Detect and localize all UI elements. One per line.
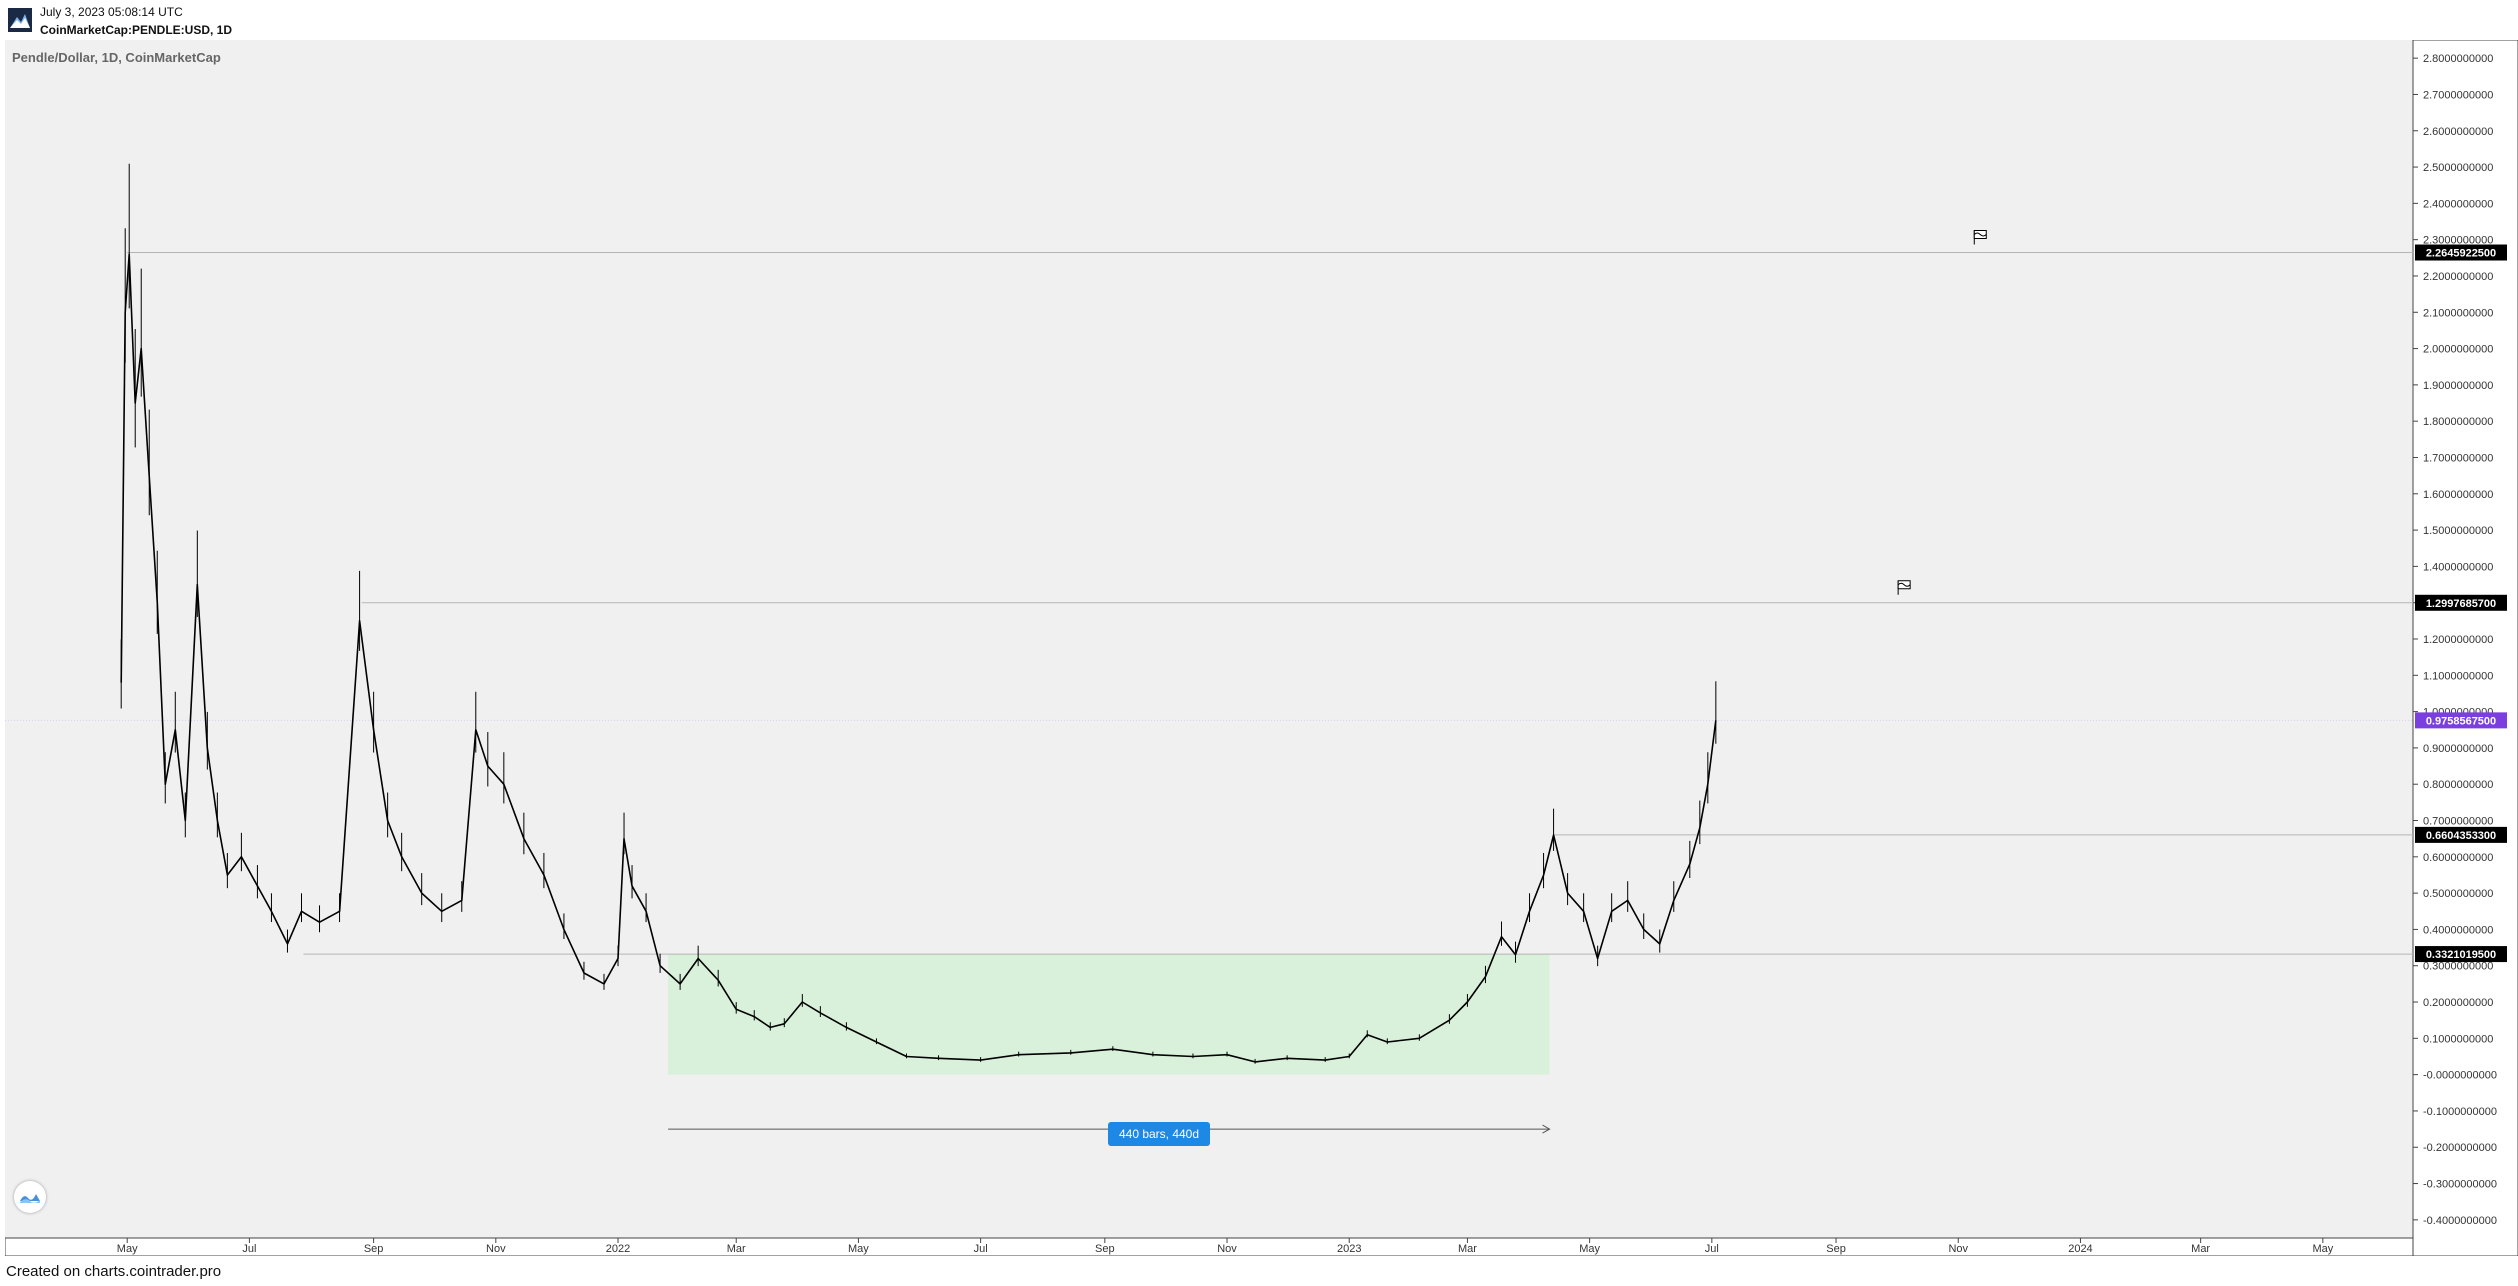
y-tick-label: -0.0000000000 — [2423, 1070, 2497, 1082]
measure-arrow-head — [1542, 1124, 1551, 1134]
y-tick-label: 0.7000000000 — [2423, 816, 2493, 828]
x-tick-label: 2022 — [606, 1243, 630, 1255]
snapshot-date: July 3, 2023 05:08:14 UTC — [40, 5, 183, 19]
x-tick-label: Sep — [1826, 1243, 1846, 1255]
y-tick-label: 2.1000000000 — [2423, 307, 2493, 319]
x-tick-label: Jul — [974, 1243, 988, 1255]
level-price-label: 0.6604353300 — [2426, 830, 2496, 842]
y-tick-label: 2.8000000000 — [2423, 53, 2493, 65]
y-tick-label: 1.5000000000 — [2423, 525, 2493, 537]
x-tick-label: Sep — [1095, 1243, 1115, 1255]
x-tick-label: May — [848, 1243, 869, 1255]
x-tick-label: Mar — [1458, 1243, 1477, 1255]
y-tick-label: 2.3000000000 — [2423, 235, 2493, 247]
y-tick-label: 0.6000000000 — [2423, 852, 2493, 864]
level-price-label: 2.2645922500 — [2426, 248, 2496, 260]
x-tick-label: Nov — [486, 1243, 506, 1255]
y-tick-label: 1.9000000000 — [2423, 380, 2493, 392]
cointrader-brand-icon[interactable] — [14, 1181, 46, 1213]
y-tick-label: -0.4000000000 — [2423, 1215, 2497, 1227]
y-tick-label: 1.6000000000 — [2423, 489, 2493, 501]
y-tick-label: 0.9000000000 — [2423, 743, 2493, 755]
y-tick-label: 0.2000000000 — [2423, 997, 2493, 1009]
level-price-label-bg — [2415, 244, 2507, 261]
y-tick-label: 0.3000000000 — [2423, 961, 2493, 973]
flag-icon — [1897, 580, 1911, 595]
level-price-label-bg — [2415, 826, 2507, 843]
x-tick-label: Nov — [1948, 1243, 1968, 1255]
level-price-label: 0.3321019500 — [2426, 949, 2496, 961]
cointrader-logo-icon — [8, 8, 32, 32]
y-tick-label: 2.2000000000 — [2423, 271, 2493, 283]
y-tick-label: -0.1000000000 — [2423, 1106, 2497, 1118]
symbol-label: CoinMarketCap:PENDLE:USD, 1D — [40, 23, 233, 37]
y-tick-label: 2.5000000000 — [2423, 162, 2493, 174]
x-tick-label: Mar — [727, 1243, 746, 1255]
x-tick-label: Nov — [1217, 1243, 1237, 1255]
x-tick-label: May — [2312, 1243, 2333, 1255]
current-price-label: 0.9758567500 — [2426, 715, 2496, 727]
y-tick-label: -0.3000000000 — [2423, 1179, 2497, 1191]
y-tick-label: 0.5000000000 — [2423, 888, 2493, 900]
x-tick-label: May — [117, 1243, 138, 1255]
chart-header: July 3, 2023 05:08:14 UTC CoinMarketCap:… — [0, 0, 2518, 40]
y-tick-label: 2.0000000000 — [2423, 344, 2493, 356]
x-tick-label: Mar — [2191, 1243, 2210, 1255]
y-tick-label: 1.1000000000 — [2423, 670, 2493, 682]
x-tick-label: 2023 — [1337, 1243, 1361, 1255]
flag-icon — [1973, 230, 1987, 245]
level-price-label-bg — [2415, 946, 2507, 963]
y-tick-label: 1.8000000000 — [2423, 416, 2493, 428]
x-tick-label: May — [1579, 1243, 1600, 1255]
measure-label[interactable]: 440 bars, 440d — [1108, 1122, 1210, 1146]
level-price-label-bg — [2415, 594, 2507, 611]
y-tick-label: 1.4000000000 — [2423, 561, 2493, 573]
chart-title: Pendle/Dollar, 1D, CoinMarketCap — [12, 50, 221, 65]
y-tick-label: 1.2000000000 — [2423, 634, 2493, 646]
chart-frame[interactable]: 2.8000000000 2.7000000000 2.6000000000 2.50… — [5, 40, 2518, 1256]
y-tick-label: 1.7000000000 — [2423, 452, 2493, 464]
current-price-label-bg — [2415, 712, 2507, 729]
x-tick-label: 2024 — [2068, 1243, 2092, 1255]
wave-icon — [20, 1194, 40, 1203]
x-tick-label: Jul — [242, 1243, 256, 1255]
price-chart[interactable]: 2.8000000000 2.7000000000 2.6000000000 2.50… — [5, 40, 2518, 1256]
y-tick-label: 0.4000000000 — [2423, 924, 2493, 936]
range-box — [668, 954, 1550, 1075]
y-tick-label: 2.6000000000 — [2423, 126, 2493, 138]
y-tick-label: -0.2000000000 — [2423, 1142, 2497, 1154]
level-price-label: 1.2997685700 — [2426, 598, 2496, 610]
y-tick-label: 0.1000000000 — [2423, 1033, 2493, 1045]
y-tick-label: 2.7000000000 — [2423, 89, 2493, 101]
x-tick-label: Jul — [1705, 1243, 1719, 1255]
y-tick-label: 0.8000000000 — [2423, 779, 2493, 791]
y-tick-label: 2.4000000000 — [2423, 198, 2493, 210]
footer-credit: Created on charts.cointrader.pro — [6, 1263, 222, 1280]
price-series — [120, 253, 1717, 1063]
x-tick-label: Sep — [364, 1243, 384, 1255]
